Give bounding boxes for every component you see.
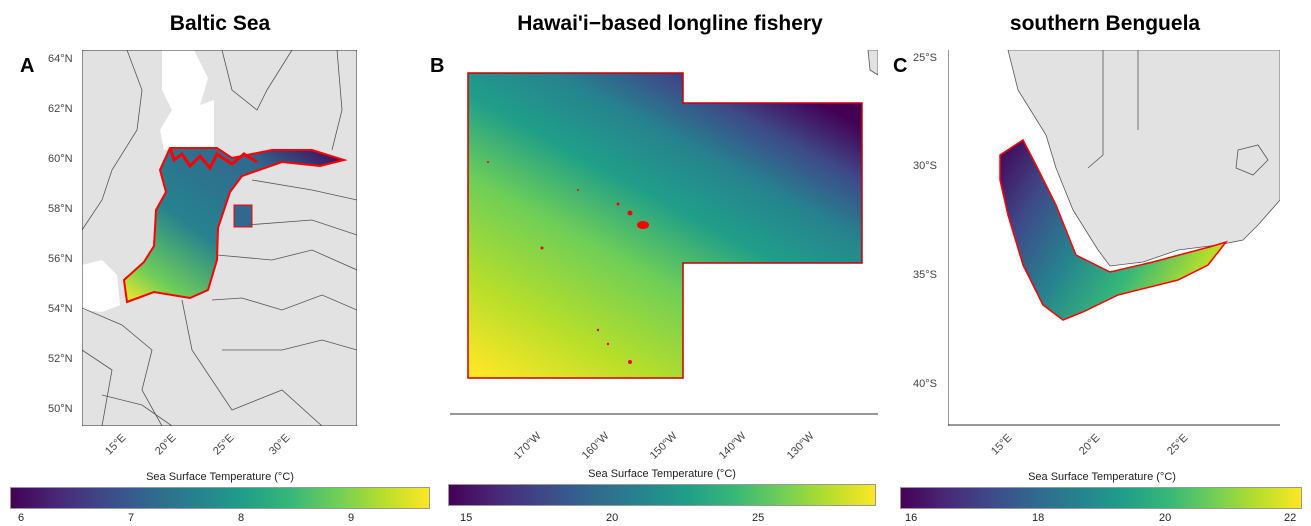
panel-a-colorbar-label: 7 (128, 512, 135, 524)
panel-b-colorbar-label: 20 (606, 512, 619, 524)
hawaii-region (467, 72, 863, 379)
north-land-edge (867, 50, 878, 76)
panel-b-colorbar-title: Sea Surface Temperature (°C) (588, 468, 736, 480)
panel-a-ytick: 52°N (48, 353, 73, 365)
panel-c-ytick: 40°S (913, 378, 937, 390)
panel-a-ytick: 62°N (48, 103, 73, 115)
panel-a-letter: A (20, 55, 35, 77)
benguela-water (1000, 140, 1226, 320)
panel-a-colorbar-label: 8 (238, 512, 245, 524)
panel-a-colorbar-label: 6 (18, 512, 25, 524)
panel-c-colorbar (900, 487, 1302, 509)
panel-c-colorbar-label: 20 (1159, 512, 1172, 524)
panel-c-xtick: 25°E (1165, 432, 1191, 458)
panel-a-ytick: 64°N (48, 53, 73, 65)
panel-a-colorbar-label: 9 (348, 512, 355, 524)
panel-b-xtick: 160°W (579, 430, 612, 462)
gulf-of-bothnia (160, 50, 214, 150)
panel-c-ytick: 30°S (913, 160, 937, 172)
panel-a-ytick: 54°N (48, 303, 73, 315)
panel-a-title: Baltic Sea (169, 12, 271, 35)
panel-c-xtick: 15°E (989, 432, 1015, 458)
panel-a-xtick: 15°E (103, 432, 129, 458)
panel-a-ytick: 60°N (48, 153, 73, 165)
panel-b-xtick: 170°W (511, 430, 544, 462)
panel-a-xtick: 30°E (267, 432, 293, 458)
panel-a-xtick: 25°E (211, 432, 237, 458)
baltic-water (124, 148, 344, 302)
panel-a-ytick: 56°N (48, 253, 73, 265)
archipelago-fringe (168, 147, 258, 171)
benguela-map (948, 50, 1280, 426)
gulf-of-riga (233, 204, 253, 228)
panel-a-xtick: 20°E (153, 432, 179, 458)
panel-a-ytick: 58°N (48, 203, 73, 215)
panel-c-ytick: 35°S (913, 269, 937, 281)
panel-c-xtick: 20°E (1077, 432, 1103, 458)
southern-africa-land (1007, 50, 1280, 267)
baltic-outline (122, 147, 348, 304)
baltic-land (82, 50, 357, 426)
panel-c-colorbar-label: 22 (1284, 512, 1297, 524)
panel-c-colorbar-title: Sea Surface Temperature (°C) (1028, 471, 1176, 483)
panel-b-colorbar-label: 15 (460, 512, 473, 524)
baltic-map (82, 50, 357, 426)
panel-b-colorbar-label: 25 (752, 512, 765, 524)
panel-a-colorbar (10, 487, 430, 509)
panel-b-colorbar (448, 484, 876, 506)
panel-c-letter: C (893, 55, 908, 77)
panel-c-colorbar-label: 16 (905, 512, 918, 524)
panel-b-letter: B (430, 55, 445, 77)
panel-a-ytick: 50°N (48, 403, 73, 415)
panel-a-colorbar-title: Sea Surface Temperature (°C) (146, 471, 294, 483)
north-sea-gap (82, 260, 120, 312)
panel-b-xtick: 140°W (716, 430, 749, 462)
panel-b-xtick: 150°W (647, 430, 680, 462)
hawaii-map (450, 50, 878, 415)
panel-c-ytick: 25°S (913, 52, 937, 64)
panel-b-xtick: 130°W (784, 430, 817, 462)
benguela-outline (999, 138, 1229, 321)
panel-b-title: Hawai'i−based longline fishery (517, 12, 823, 35)
panel-c-colorbar-label: 18 (1032, 512, 1045, 524)
panel-c-title: southern Benguela (1009, 12, 1201, 35)
